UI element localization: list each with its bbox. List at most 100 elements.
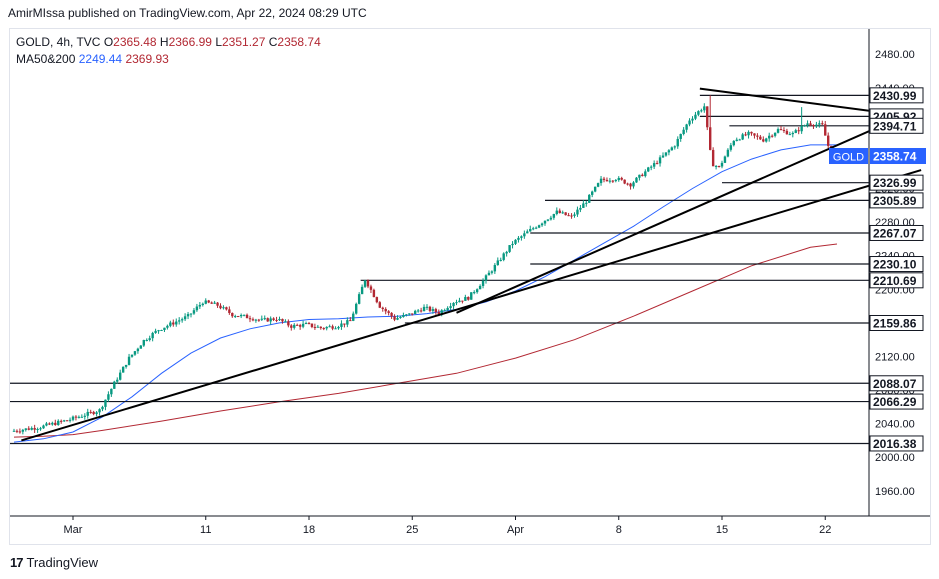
- candle-body-276: [827, 135, 830, 146]
- candle-body-227: [682, 129, 685, 134]
- candle-body-68: [213, 302, 216, 304]
- candle-body-230: [691, 118, 694, 121]
- candle-body-275: [824, 124, 827, 136]
- candle-body-187: [564, 212, 567, 216]
- candle-body-56: [178, 320, 181, 322]
- level-label-10: 2066.29: [873, 395, 917, 409]
- candle-body-220: [661, 155, 665, 158]
- level-label-9: 2088.07: [873, 377, 917, 391]
- x-tick-label-6: 15: [716, 524, 728, 536]
- candle-body-71: [222, 307, 225, 309]
- candle-body-44: [142, 339, 145, 346]
- candle-body-185: [558, 210, 561, 214]
- y-tick-label-0: 2480.00: [875, 49, 915, 61]
- candle-body-219: [658, 157, 662, 164]
- candle-body-243: [729, 145, 733, 150]
- candle-body-253: [759, 136, 762, 140]
- candle-body-170: [514, 239, 517, 244]
- candle-body-171: [517, 237, 520, 240]
- candle-body-272: [815, 124, 818, 127]
- candle-body-228: [685, 124, 688, 130]
- candle-body-67: [210, 302, 213, 304]
- candle-body-87: [269, 318, 272, 322]
- level-label-6: 2230.10: [873, 258, 917, 272]
- candle-body-122: [372, 289, 376, 298]
- candle-body-17: [62, 420, 66, 422]
- candle-body-178: [537, 225, 541, 228]
- candle-body-95: [293, 324, 296, 328]
- candle-body-103: [316, 326, 320, 328]
- candle-body-153: [464, 296, 467, 301]
- candle-body-232: [697, 111, 700, 115]
- candle-body-120: [366, 280, 370, 287]
- level-label-box-11: [869, 435, 924, 452]
- candle-body-118: [360, 286, 364, 295]
- candle-body-31: [104, 399, 107, 407]
- candle-body-19: [68, 419, 72, 421]
- candle-body-165: [499, 259, 502, 261]
- level-label-box-7: [869, 272, 924, 289]
- level-label-2: 2394.71: [873, 119, 917, 133]
- tradingview-logo[interactable]: 17 TradingView: [10, 555, 98, 570]
- candle-body-186: [561, 212, 564, 214]
- candle-body-47: [151, 332, 154, 339]
- candle-body-206: [620, 177, 623, 180]
- candle-body-61: [192, 310, 196, 314]
- candle-body-39: [127, 356, 131, 365]
- candle-body-82: [254, 319, 258, 321]
- candle-body-238: [714, 165, 718, 167]
- candle-body-58: [183, 316, 187, 320]
- candle-body-141: [428, 306, 432, 311]
- candle-body-117: [357, 294, 361, 304]
- close-label: C: [268, 35, 278, 49]
- candle-body-92: [284, 321, 287, 323]
- candle-body-26: [89, 411, 92, 413]
- candle-body-28: [95, 412, 98, 415]
- candle-body-40: [130, 354, 134, 357]
- candle-body-35: [116, 379, 119, 382]
- candle-body-164: [496, 260, 499, 266]
- candle-body-91: [281, 318, 284, 322]
- trend-layer: [21, 87, 922, 442]
- symbol-badge: [829, 148, 868, 165]
- candle-body-240: [720, 162, 724, 167]
- candle-body-258: [773, 132, 777, 136]
- candle-body-97: [298, 325, 302, 327]
- candle-body-23: [80, 416, 84, 418]
- candle-body-249: [747, 131, 750, 136]
- candle-body-234: [703, 106, 706, 111]
- candle-body-130: [396, 318, 399, 320]
- ma200-line: [13, 243, 838, 438]
- candle-body-90: [278, 318, 281, 321]
- candle-body-262: [785, 130, 789, 135]
- candle-body-99: [304, 323, 308, 325]
- candle-body-4: [24, 428, 27, 430]
- candle-body-75: [234, 316, 237, 318]
- candle-body-162: [490, 271, 494, 273]
- x-tick-label-0: Mar: [64, 524, 83, 536]
- candle-body-135: [411, 313, 414, 315]
- candle-body-88: [272, 318, 275, 320]
- candle-body-160: [484, 275, 488, 281]
- high-label: H: [159, 35, 169, 49]
- candle-body-247: [741, 134, 744, 140]
- ma-legend: MA50&200 2249.44 2369.93: [16, 52, 169, 66]
- candle-body-89: [275, 319, 278, 321]
- upper-support-trendline: [456, 117, 900, 314]
- candle-body-208: [626, 183, 629, 185]
- candle-body-37: [121, 366, 125, 373]
- candle-body-147: [446, 307, 449, 311]
- candle-body-261: [782, 129, 786, 131]
- candle-body-27: [92, 411, 95, 415]
- candle-body-60: [189, 313, 193, 315]
- candle-body-274: [821, 123, 824, 125]
- chart-frame: [9, 28, 931, 545]
- candle-body-70: [219, 305, 222, 309]
- candle-body-129: [393, 316, 396, 320]
- candle-body-113: [346, 320, 349, 325]
- candle-body-14: [54, 422, 57, 425]
- symbol-label: GOLD, 4h, TVC: [16, 35, 101, 49]
- candle-body-64: [201, 303, 204, 305]
- candle-body-2: [18, 431, 22, 433]
